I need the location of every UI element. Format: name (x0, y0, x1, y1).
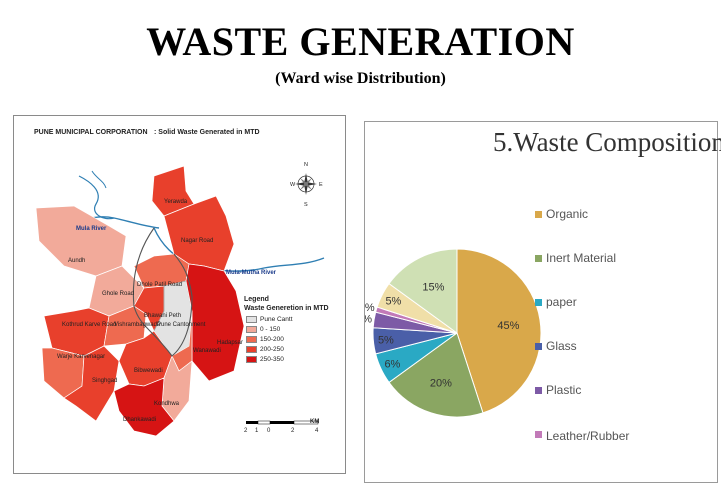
legend-item: 250-350 (246, 356, 284, 364)
ward-singhgad (63, 345, 120, 422)
pie-data-label: 20% (430, 378, 452, 390)
pie-data-label: 3% (365, 313, 372, 325)
page-title: WASTE GENERATION (146, 19, 575, 64)
pie-slice (388, 248, 458, 334)
ward-label: Warje Karvenagar (57, 354, 106, 360)
scale-bar (246, 420, 319, 425)
ward-dhankawadi (113, 377, 175, 437)
ward-aundh (35, 205, 127, 277)
pie-data-label: 1% (365, 302, 375, 314)
ward-label: Ghole Road (102, 291, 135, 297)
ward-label: Dhankawadi (123, 417, 157, 423)
scale-tick: 1 (255, 428, 259, 434)
pie-data-label: 45% (497, 320, 519, 332)
legend-item: 150-200 (246, 336, 284, 344)
pie-data-label: 6% (384, 358, 400, 370)
scale-tick: 4 (315, 428, 319, 434)
ward-label: Wanawadi (193, 348, 221, 354)
legend-subtitle: Waste Generetion in MTD (244, 305, 329, 312)
scale-tick: 2 (244, 428, 248, 434)
map-org-title: PUNE MUNICIPAL CORPORATION (34, 129, 148, 136)
scale-tick: 0 (267, 428, 271, 434)
ward-map-panel: PUNE MUNICIPAL CORPORATION : Solid Waste… (13, 115, 346, 474)
pie-chart: 45% 20% 6% 5% 3%1% 5% 15% (365, 248, 542, 418)
compass-rose-icon (295, 173, 317, 195)
waste-composition-panel: 5.Waste Composition 45%20%6%5%3%1%5%15% … (364, 121, 721, 483)
mula-mutha-river-line (153, 227, 325, 272)
scale-tick: 2 (291, 428, 295, 434)
ward-label: Singhgad (92, 378, 118, 384)
legend-item: 200-250 (246, 346, 284, 354)
pie-data-label: 5% (385, 296, 401, 308)
ward-label: Kothrud Karve Road (62, 322, 117, 328)
ward-label: Dhole Patil Road (137, 282, 183, 288)
river-label-mula: Mula River (76, 226, 107, 232)
ward-label: Nagar Road (181, 238, 214, 244)
ward-label: Yerawda (164, 199, 188, 205)
ward-label: Bhawani Peth (144, 313, 182, 319)
compass-s: S (304, 202, 308, 208)
ward-hadapsar (185, 263, 245, 382)
ward-label: Bibwewadi (134, 368, 163, 374)
tributary-line (78, 175, 115, 220)
compass-w: W (290, 182, 296, 188)
legend-item: 0 - 150 (246, 326, 280, 334)
legend-item: Pune Cantt (246, 316, 293, 324)
map-caption: : Solid Waste Generated in MTD (154, 129, 260, 136)
stream-line (91, 170, 107, 189)
pie-data-label: 5% (378, 335, 394, 347)
pie-slice (388, 332, 484, 418)
scale-unit: KM (310, 419, 320, 425)
chart-title: 5.Waste Composition (493, 127, 721, 157)
page-subtitle: (Ward wise Distribution) (275, 70, 446, 87)
pie-slice (456, 248, 542, 414)
ward-label: Aundh (68, 258, 86, 264)
river-label-mula-mutha: Mula-Mutha River (226, 270, 277, 276)
ward-label: Hadapsar (217, 340, 244, 346)
ward-label: Kondhwa (154, 401, 180, 407)
legend-title: Legend (244, 296, 269, 303)
ward-label: Pune Cantonment (157, 322, 206, 328)
compass-e: E (319, 182, 323, 188)
ward-label: Vishrambagwada (114, 322, 161, 328)
ward-map: N S E W (35, 162, 325, 437)
pie-data-label: 15% (422, 282, 444, 294)
compass-n: N (304, 162, 308, 168)
